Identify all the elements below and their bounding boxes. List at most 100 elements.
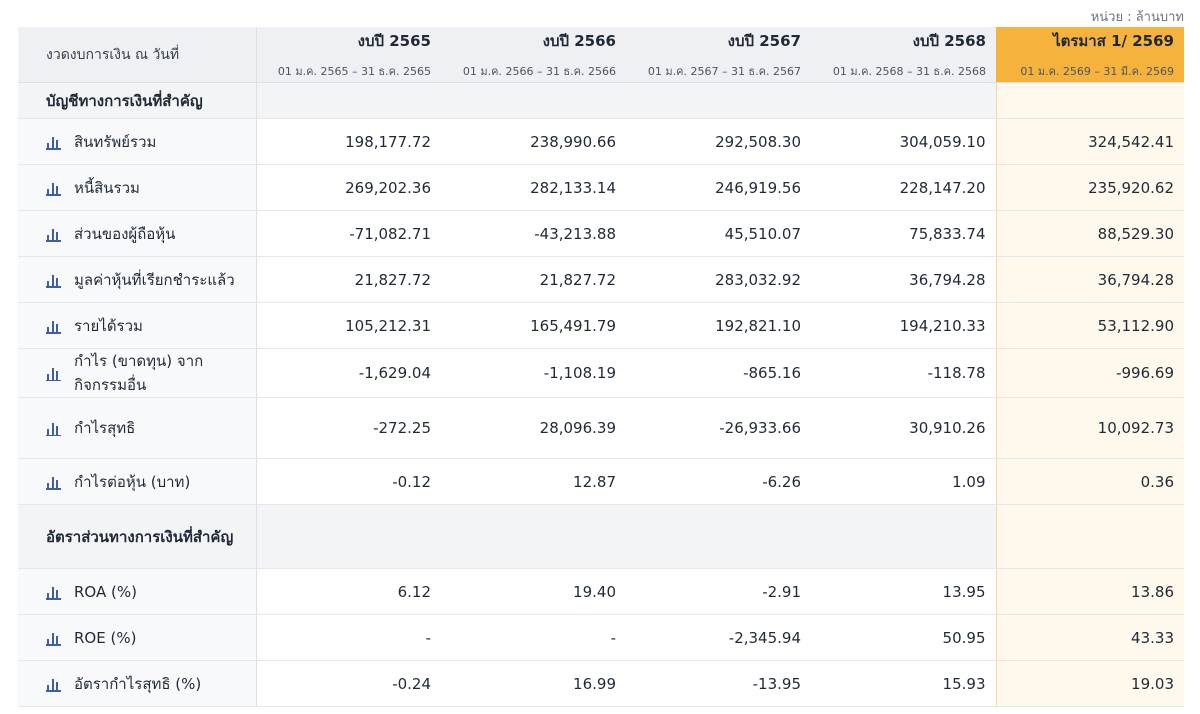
section-empty-cell <box>811 82 996 119</box>
row-label: สินทรัพย์รวม <box>74 132 157 151</box>
value-cell: -6.26 <box>626 458 811 505</box>
row-label-wrap: ส่วนของผู้ถือหุ้น <box>46 222 250 246</box>
row-label-cell[interactable]: อัตรากำไรสุทธิ (%) <box>18 660 257 707</box>
row-label-cell[interactable]: มูลค่าหุ้นที่เรียกชำระแล้ว <box>18 256 257 303</box>
row-label: กำไรต่อหุ้น (บาท) <box>74 472 191 491</box>
period-header-2568: งบปี 2568 01 ม.ค. 2568 – 31 ธ.ค. 2568 <box>811 27 996 83</box>
value-cell: -2,345.94 <box>626 614 811 661</box>
value-cell: 238,990.66 <box>441 118 626 165</box>
unit-label: หน่วย : ล้านบาท <box>1090 10 1184 25</box>
period-header-2565: งบปี 2565 01 ม.ค. 2565 – 31 ธ.ค. 2565 <box>256 27 441 83</box>
bar-chart-icon[interactable] <box>46 677 62 692</box>
table-row: ROA (%) 6.12 19.40 -2.91 13.95 13.86 <box>18 568 1184 615</box>
value-cell: 269,202.36 <box>256 164 441 211</box>
row-label-cell[interactable]: ROE (%) <box>18 614 257 661</box>
value-cell: 16.99 <box>441 660 626 707</box>
value-cell: -1,108.19 <box>441 348 626 398</box>
value-cell: 30,910.26 <box>811 397 996 459</box>
row-label-cell[interactable]: หนี้สินรวม <box>18 164 257 211</box>
period-header-q1-2569: ไตรมาส 1/ 2569 01 ม.ค. 2569 – 31 มี.ค. 2… <box>996 27 1184 83</box>
table-row: ส่วนของผู้ถือหุ้น -71,082.71 -43,213.88 45,… <box>18 210 1184 257</box>
row-label-cell[interactable]: กำไรสุทธิ <box>18 397 257 459</box>
bar-chart-icon[interactable] <box>46 181 62 196</box>
period-title: งบปี 2567 <box>727 32 801 50</box>
value-cell: 43.33 <box>995 614 1184 661</box>
value-cell: 235,920.62 <box>995 164 1184 211</box>
value-cell: -0.12 <box>256 458 441 505</box>
row-label-cell[interactable]: รายได้รวม <box>18 302 257 349</box>
value-cell: 19.03 <box>995 660 1184 707</box>
value-cell: 165,491.79 <box>441 302 626 349</box>
table-row: กำไร (ขาดทุน) จาก กิจกรรมอื่น -1,629.04 -1… <box>18 348 1184 398</box>
table-row: หนี้สินรวม 269,202.36 282,133.14 246,919.56… <box>18 164 1184 211</box>
value-cell: -43,213.88 <box>441 210 626 257</box>
row-label-cell[interactable]: กำไรต่อหุ้น (บาท) <box>18 458 257 505</box>
bar-chart-icon[interactable] <box>46 585 62 600</box>
period-title: งบปี 2566 <box>542 32 616 50</box>
value-cell: 283,032.92 <box>626 256 811 303</box>
section-header-row: อัตราส่วนทางการเงินที่สำคัญ <box>18 504 1184 569</box>
value-cell: -118.78 <box>811 348 996 398</box>
bar-chart-icon[interactable] <box>46 273 62 288</box>
value-cell: 21,827.72 <box>256 256 441 303</box>
row-label: มูลค่าหุ้นที่เรียกชำระแล้ว <box>74 270 235 289</box>
row-label-cell[interactable]: ส่วนของผู้ถือหุ้น <box>18 210 257 257</box>
value-cell: 13.86 <box>995 568 1184 615</box>
value-cell: 304,059.10 <box>811 118 996 165</box>
value-cell: -26,933.66 <box>626 397 811 459</box>
section-header-row: บัญชีทางการเงินที่สำคัญ <box>18 82 1184 119</box>
value-cell: 10,092.73 <box>995 397 1184 459</box>
value-cell: 15.93 <box>811 660 996 707</box>
value-cell: 21,827.72 <box>441 256 626 303</box>
value-cell: -272.25 <box>256 397 441 459</box>
row-label-wrap: กำไรต่อหุ้น (บาท) <box>46 470 250 494</box>
value-cell: 324,542.41 <box>995 118 1184 165</box>
table-row: สินทรัพย์รวม 198,177.72 238,990.66 292,508.… <box>18 118 1184 165</box>
value-cell: 36,794.28 <box>995 256 1184 303</box>
period-range: 01 ม.ค. 2569 – 31 มี.ค. 2569 <box>1020 65 1174 78</box>
value-cell: 13.95 <box>811 568 996 615</box>
value-cell: -2.91 <box>626 568 811 615</box>
table-row: มูลค่าหุ้นที่เรียกชำระแล้ว 21,827.72 21,82… <box>18 256 1184 303</box>
period-title: งบปี 2568 <box>912 32 986 50</box>
value-cell: - <box>256 614 441 661</box>
bar-chart-icon[interactable] <box>46 421 62 436</box>
value-cell: 282,133.14 <box>441 164 626 211</box>
value-cell: -1,629.04 <box>256 348 441 398</box>
table-row: กำไรสุทธิ -272.25 28,096.39 -26,933.66 30,91… <box>18 397 1184 459</box>
row-label-wrap: หนี้สินรวม <box>46 176 250 200</box>
section-empty-cell <box>811 504 996 569</box>
bar-chart-icon[interactable] <box>46 475 62 490</box>
row-label-cell[interactable]: ROA (%) <box>18 568 257 615</box>
value-cell: 105,212.31 <box>256 302 441 349</box>
value-cell: 192,821.10 <box>626 302 811 349</box>
value-cell: - <box>441 614 626 661</box>
value-cell: 6.12 <box>256 568 441 615</box>
value-cell: 45,510.07 <box>626 210 811 257</box>
table-body: บัญชีทางการเงินที่สำคัญ สินทรัพย์รวม 198,1… <box>18 82 1184 707</box>
row-label-cell[interactable]: สินทรัพย์รวม <box>18 118 257 165</box>
row-label-wrap: รายได้รวม <box>46 314 250 338</box>
value-cell: 1.09 <box>811 458 996 505</box>
section-empty-cell <box>441 82 626 119</box>
value-cell: 36,794.28 <box>811 256 996 303</box>
bar-chart-icon[interactable] <box>46 366 62 381</box>
bar-chart-icon[interactable] <box>46 319 62 334</box>
value-cell: -996.69 <box>995 348 1184 398</box>
value-cell: 88,529.30 <box>995 210 1184 257</box>
table-row: รายได้รวม 105,212.31 165,491.79 192,821.10 1… <box>18 302 1184 349</box>
value-cell: 194,210.33 <box>811 302 996 349</box>
table-row: ROE (%) - - -2,345.94 50.95 43.33 <box>18 614 1184 661</box>
bar-chart-icon[interactable] <box>46 631 62 646</box>
row-label: ROA (%) <box>74 582 137 601</box>
value-cell: 28,096.39 <box>441 397 626 459</box>
table-row: อัตรากำไรสุทธิ (%) -0.24 16.99 -13.95 15.93 1… <box>18 660 1184 707</box>
value-cell: 75,833.74 <box>811 210 996 257</box>
bar-chart-icon[interactable] <box>46 227 62 242</box>
period-range: 01 ม.ค. 2566 – 31 ธ.ค. 2566 <box>462 65 616 78</box>
row-label: รายได้รวม <box>74 316 143 335</box>
bar-chart-icon[interactable] <box>46 135 62 150</box>
value-cell: 53,112.90 <box>995 302 1184 349</box>
row-label-cell[interactable]: กำไร (ขาดทุน) จาก กิจกรรมอื่น <box>18 348 257 398</box>
value-cell: 12.87 <box>441 458 626 505</box>
